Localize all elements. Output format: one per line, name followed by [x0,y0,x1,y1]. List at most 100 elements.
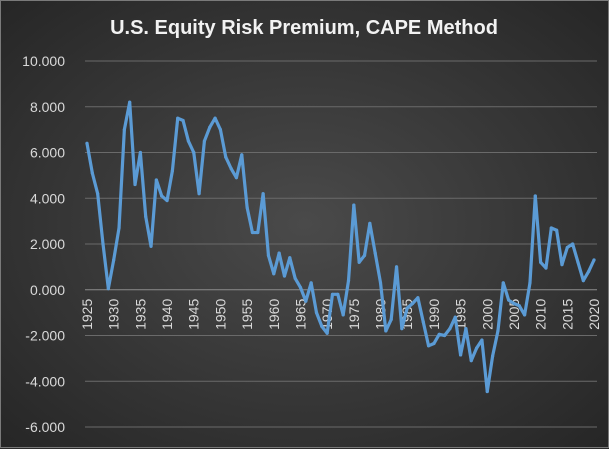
data-point [128,100,132,104]
data-point [90,171,94,175]
data-point [394,265,399,269]
data-point [144,214,148,219]
y-tick-label: 2.000 [30,236,65,252]
data-point [320,324,324,328]
data-point [336,292,340,296]
data-point [309,281,313,285]
data-point [224,155,228,159]
data-point [496,329,500,333]
data-point [555,228,559,232]
series-line [85,100,596,394]
data-point [453,315,457,319]
data-point [133,182,137,187]
data-point [298,285,303,290]
data-point [485,389,489,394]
data-point [480,338,484,342]
data-point [464,327,468,331]
data-point [250,230,255,235]
data-point [346,279,351,283]
data-point [314,311,319,315]
data-point [544,266,548,270]
x-tick-label: 2000 [479,299,495,330]
data-point [245,205,249,209]
data-point [581,279,585,283]
data-point [138,150,142,155]
data-point [149,244,153,248]
data-point [256,230,260,235]
data-point [373,251,377,255]
x-tick-label: 1975 [346,299,362,330]
data-point [106,287,110,291]
x-tick-label: 1945 [186,299,202,330]
data-point [571,242,575,246]
data-point [549,226,553,230]
x-tick-label: 1965 [292,299,308,330]
data-point [528,281,532,285]
data-point [170,169,174,173]
data-point [378,281,383,285]
data-point [176,116,180,120]
data-point [330,292,335,296]
data-point [517,304,521,308]
data-point [357,260,361,264]
data-point [533,194,537,198]
data-point [117,226,121,230]
data-point [192,150,196,155]
x-axis-ticks: 1925 1930 1935 1940 1945 1950 1955 1960 1965 1970… [79,299,602,330]
x-tick-label: 1930 [106,299,122,330]
data-point [389,317,393,322]
data-point [512,301,516,306]
data-point [458,353,463,357]
chart-title: U.S. Equity Risk Premium, CAPE Method [110,17,498,39]
data-point [85,141,89,145]
data-point [213,116,217,120]
data-point [474,346,479,350]
data-point [405,306,409,310]
data-point [469,359,473,363]
data-point [587,269,591,274]
data-point [240,153,244,157]
data-point [277,251,281,255]
data-point [234,176,239,180]
x-tick-label: 2010 [533,299,549,330]
y-tick-label: 6.000 [30,145,65,161]
data-point [523,313,527,317]
data-point [362,253,367,258]
data-point [400,327,404,331]
data-point [272,272,276,276]
x-tick-label: 2020 [586,299,602,330]
data-point [261,192,265,196]
y-tick-label: -2.000 [25,328,65,344]
data-point [539,260,543,264]
data-point [122,128,126,132]
data-point [181,118,185,123]
data-point [197,192,201,196]
y-tick-label: -6.000 [25,419,65,435]
x-tick-label: 1955 [239,299,255,330]
x-tick-label: 2015 [559,299,575,330]
y-tick-label: 10.000 [22,53,65,69]
data-point [491,354,495,358]
data-point [112,258,116,262]
data-point [154,178,158,182]
data-point [442,333,447,338]
data-point [410,301,415,306]
x-tick-label: 1960 [266,299,282,330]
data-point [592,258,596,262]
data-point [160,194,164,198]
data-point [416,296,420,300]
data-point [293,276,297,280]
x-tick-label: 1925 [79,299,95,330]
x-tick-label: 1950 [212,299,228,330]
data-point [421,320,425,324]
x-tick-label: 1940 [159,299,175,330]
x-tick-label: 1935 [132,299,148,330]
data-point [560,262,564,267]
data-point [304,299,308,303]
data-point [565,245,569,250]
data-point [368,221,372,226]
data-point [352,203,356,207]
data-point [501,281,505,285]
data-point [341,313,345,317]
